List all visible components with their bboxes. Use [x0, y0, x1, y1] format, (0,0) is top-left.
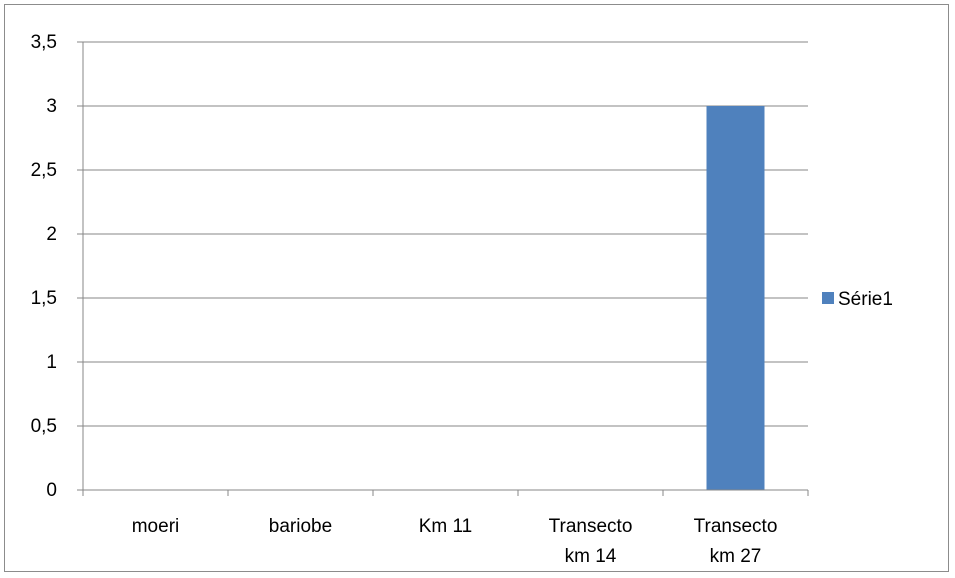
x-tick-label-line: Transecto	[549, 516, 633, 537]
x-tick-label-line: km 27	[710, 546, 762, 567]
grid-lines	[83, 41, 808, 427]
y-tick-label: 1,5	[31, 288, 57, 309]
legend-swatch-serie1	[822, 292, 834, 304]
x-tick-label-line: Km 11	[419, 516, 473, 537]
y-tick-label: 1	[46, 352, 57, 373]
bars	[706, 106, 765, 490]
x-tick-label-line: Transecto	[694, 516, 778, 537]
y-tick-labels: 0 0,5 1 1,5 2 2,5 3 3,5	[31, 32, 57, 501]
x-tick-label: Transecto km 27	[694, 516, 778, 567]
x-tick-labels: moeri bariobe Km 11 Transecto km 14Transecto…	[132, 516, 778, 567]
chart-frame	[4, 4, 949, 572]
x-tick-label: Transecto km 14	[549, 516, 633, 567]
y-tick-label: 0	[46, 480, 57, 501]
y-tick-label: 3	[46, 96, 57, 117]
y-tick-label: 3,5	[31, 32, 57, 53]
axes	[77, 41, 809, 496]
y-tick-label: 0,5	[31, 416, 57, 437]
y-tick-label: 2	[46, 224, 57, 245]
x-tick-label: moeri	[132, 516, 180, 537]
y-tick-label: 2,5	[31, 160, 57, 181]
x-tick-label-line: moeri	[132, 516, 180, 537]
x-tick-label-line: km 14	[565, 546, 617, 567]
bar-transecto-km-27	[706, 106, 765, 490]
legend: Série1	[822, 289, 893, 310]
x-tick-label: bariobe	[269, 516, 332, 537]
legend-label-serie1: Série1	[838, 289, 893, 310]
x-tick-label-line: bariobe	[269, 516, 332, 537]
x-tick-label: Km 11	[419, 516, 473, 537]
